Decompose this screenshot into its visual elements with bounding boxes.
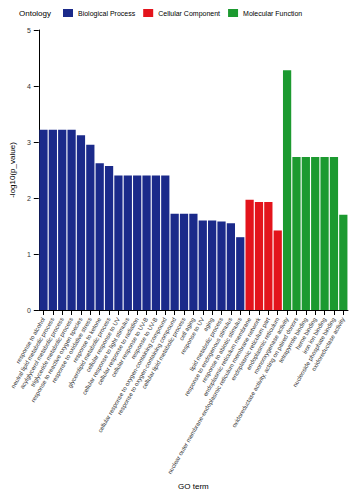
svg-text:endoplasmic reticulum: endoplasmic reticulum [245,316,281,372]
svg-text:cellular response to UV: cellular response to UV [84,316,121,374]
svg-text:cellular response to light sti: cellular response to light stimulus [81,316,131,396]
svg-text:tetrapyrrole binding: tetrapyrrole binding [277,316,309,364]
svg-text:cell aging: cell aging [178,316,196,342]
svg-text:lipid metabolic process: lipid metabolic process [188,316,225,372]
svg-text:oxidoreductase activity: oxidoreductase activity [310,316,345,371]
svg-text:acylglycerol metabolic process: acylglycerol metabolic process [19,316,65,390]
svg-text:response to oxidative stress: response to oxidative stress [50,316,93,384]
svg-text:endoplasmic reticulum membrane: endoplasmic reticulum membrane [202,316,253,398]
svg-text:Biological Process: Biological Process [78,10,136,18]
svg-text:endoplasmic reticulum part: endoplasmic reticulum part [230,316,271,382]
svg-text:response to UV: response to UV [179,316,206,356]
svg-text:response to endogenous stimulu: response to endogenous stimulus [183,316,234,397]
svg-text:5: 5 [27,27,31,34]
svg-text:triglyceride metabolic process: triglyceride metabolic process [29,316,75,388]
svg-text:response to oxygen-containing: response to oxygen-containing compound [116,316,177,415]
svg-text:-log10(p_value): -log10(p_value) [8,142,17,198]
svg-text:oxidoreductase activity, actin: oxidoreductase activity, acting on paire… [231,316,299,428]
svg-text:Molecular Function: Molecular Function [243,10,302,17]
svg-text:monooxygenase activity: monooxygenase activity [252,316,290,375]
svg-text:cellular response to oxygen-co: cellular response to oxygen-containing c… [97,316,168,433]
svg-text:1: 1 [27,251,31,258]
svg-text:cellular response to radiation: cellular response to radiation [96,316,140,386]
svg-text:glycerolipid metabolic process: glycerolipid metabolic process [66,316,112,389]
svg-text:nucleoside phosphate binding: nucleoside phosphate binding [292,316,337,388]
svg-text:neutral lipid metabolic proces: neutral lipid metabolic process [10,316,56,390]
svg-text:4: 4 [27,83,31,90]
svg-text:response to reactive oxygen sp: response to reactive oxygen species [30,316,84,404]
svg-text:response to ketone: response to ketone [71,316,103,364]
svg-text:2: 2 [27,195,31,202]
svg-text:response to abiotic stimulus: response to abiotic stimulus [200,316,243,384]
svg-text:0: 0 [27,307,31,314]
svg-text:3: 3 [27,139,31,146]
svg-text:response to alcohol: response to alcohol [14,316,47,365]
svg-text:heme binding: heme binding [294,316,318,351]
svg-text:aging: aging [202,316,215,333]
svg-text:Ontology: Ontology [19,9,51,18]
svg-text:cellular lipid metabolic proce: cellular lipid metabolic process [140,316,187,390]
svg-text:GO term: GO term [178,482,209,491]
svg-text:response to UV-B: response to UV-B [129,316,159,361]
svg-text:nuclear outer membrane-endopla: nuclear outer membrane-endoplasmic retic… [166,316,262,476]
svg-text:cellular response to UV-B: cellular response to UV-B [110,316,150,378]
svg-text:iron ion binding: iron ion binding [301,316,328,355]
svg-text:Cellular Component: Cellular Component [158,10,220,18]
